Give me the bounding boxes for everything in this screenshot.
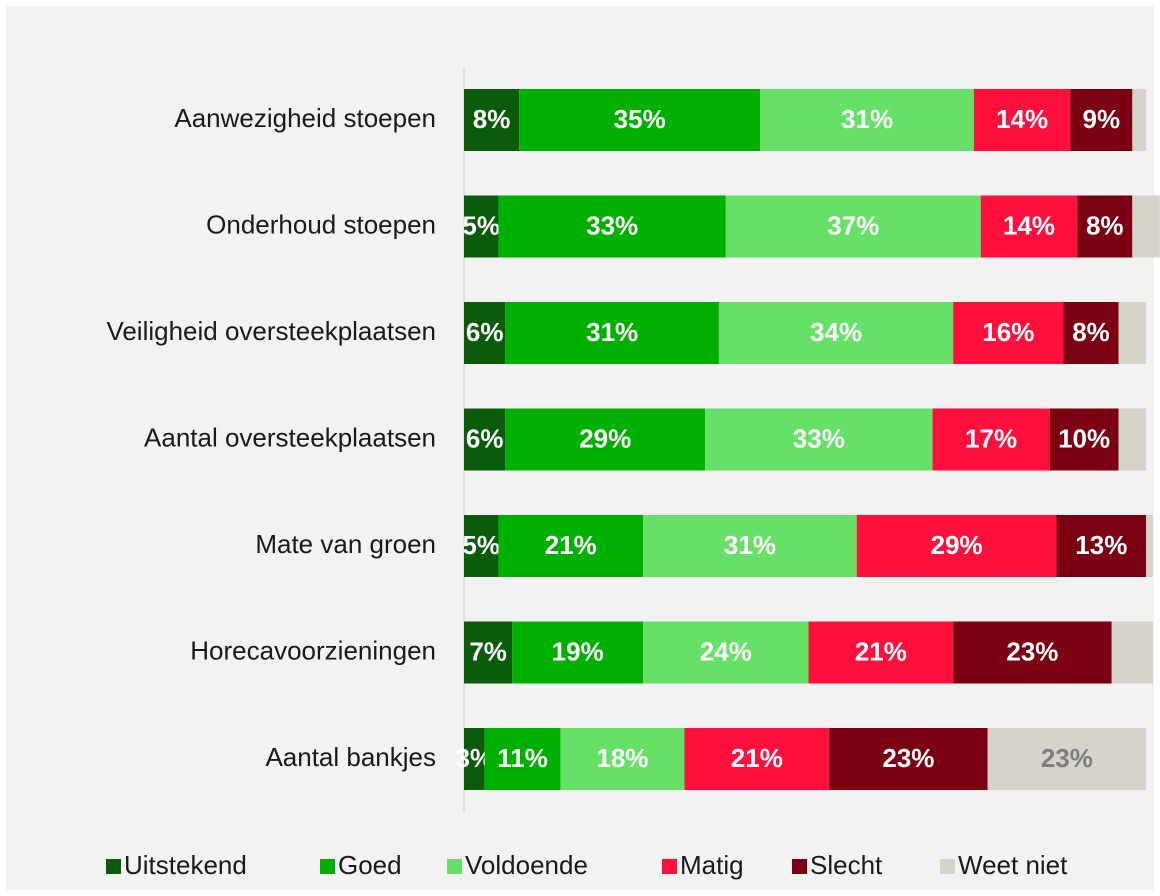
data-label: 33% (793, 423, 845, 453)
bar-segment (1056, 515, 1147, 577)
data-label: 13% (1075, 530, 1127, 560)
legend-label: Goed (338, 850, 402, 880)
data-label: 14% (996, 104, 1048, 134)
bar-segment (464, 728, 485, 790)
data-label: 5% (462, 530, 500, 560)
legend-swatch (662, 859, 677, 874)
bar-segment (464, 621, 513, 684)
bar-segment (643, 621, 809, 684)
bar-segment (1111, 621, 1153, 684)
bar-segment (1070, 89, 1133, 151)
data-label: 9% (1083, 104, 1121, 134)
data-label: 18% (596, 743, 648, 773)
legend-swatch (792, 859, 807, 874)
bar-segment (684, 728, 830, 790)
data-label: 31% (724, 530, 776, 560)
bar-segment (1132, 195, 1160, 258)
legend-swatch (106, 859, 121, 874)
data-label: 14% (1003, 210, 1055, 240)
legend-label: Matig (680, 850, 744, 880)
bar-segment (932, 408, 1050, 471)
data-label: 8% (1086, 210, 1124, 240)
data-label: 7% (469, 636, 507, 666)
data-label: 31% (841, 104, 893, 134)
data-label: 34% (810, 317, 862, 347)
bar-segment (856, 515, 1057, 577)
bar-segment (464, 408, 506, 471)
bar-segment (718, 302, 954, 364)
data-label: 33% (586, 210, 638, 240)
bar-segment (953, 302, 1064, 364)
y-tick-label: Onderhoud stoepen (206, 209, 436, 239)
data-label: 5% (462, 210, 500, 240)
bar-segment (705, 408, 933, 471)
data-label: 37% (827, 210, 879, 240)
data-label: 8% (473, 104, 511, 134)
legend-label: Slecht (810, 850, 883, 880)
bar-segment (1049, 408, 1119, 471)
bar-segment (464, 515, 499, 577)
bar-segment (987, 728, 1147, 790)
data-label: 6% (466, 423, 504, 453)
bar-segment (1118, 302, 1147, 364)
bar-segment (560, 728, 685, 790)
bar-segment (980, 195, 1078, 258)
bar-segment (808, 621, 954, 684)
data-label: 21% (731, 743, 783, 773)
bar-segment (464, 195, 499, 258)
bar-segment (829, 728, 988, 790)
bar-segment (1132, 89, 1147, 151)
bar-segment (464, 302, 506, 364)
data-label: 29% (579, 423, 631, 453)
bar-segment (1146, 515, 1153, 577)
bar-segment (953, 621, 1112, 684)
bar-segment (643, 515, 857, 577)
data-label: 10% (1058, 423, 1110, 453)
bar-segment (1118, 408, 1147, 471)
bar-segment (519, 89, 761, 151)
legend-swatch (940, 859, 955, 874)
legend-swatch (320, 859, 335, 874)
data-label: 19% (552, 636, 604, 666)
legend-label: Voldoende (465, 850, 588, 880)
bar-segment (1063, 302, 1119, 364)
bar-segment (725, 195, 981, 258)
bar-segment (498, 515, 644, 577)
data-label: 11% (497, 743, 548, 773)
bar-segment (973, 89, 1071, 151)
y-tick-label: Veiligheid oversteekplaatsen (106, 316, 436, 346)
bar-segment (484, 728, 561, 790)
y-tick-label: Horecavoorzieningen (190, 635, 436, 665)
legend-label: Uitstekend (124, 850, 247, 880)
data-label: 23% (1041, 743, 1093, 773)
data-label: 23% (882, 743, 934, 773)
bar-segment (760, 89, 974, 151)
bar-segment (498, 195, 726, 258)
data-label: 29% (931, 530, 983, 560)
data-label: 23% (1006, 636, 1058, 666)
data-label: 21% (855, 636, 907, 666)
bar-segment (1077, 195, 1133, 258)
data-label: 35% (614, 104, 666, 134)
bar-segment (464, 89, 520, 151)
legend-label: Weet niet (958, 850, 1068, 880)
data-label: 17% (965, 423, 1017, 453)
data-label: 24% (700, 636, 752, 666)
legend-swatch (447, 859, 462, 874)
bar-segment (505, 302, 719, 364)
bar-segment (505, 408, 706, 471)
y-tick-label: Aantal oversteekplaatsen (144, 422, 436, 452)
bar-segment (512, 621, 644, 684)
y-tick-label: Aantal bankjes (265, 742, 436, 772)
y-tick-label: Aanwezigheid stoepen (174, 103, 436, 133)
y-tick-label: Mate van groen (255, 529, 436, 559)
data-label: 16% (982, 317, 1034, 347)
data-label: 31% (586, 317, 638, 347)
data-label: 21% (545, 530, 597, 560)
data-label: 6% (466, 317, 504, 347)
data-label: 8% (1072, 317, 1110, 347)
